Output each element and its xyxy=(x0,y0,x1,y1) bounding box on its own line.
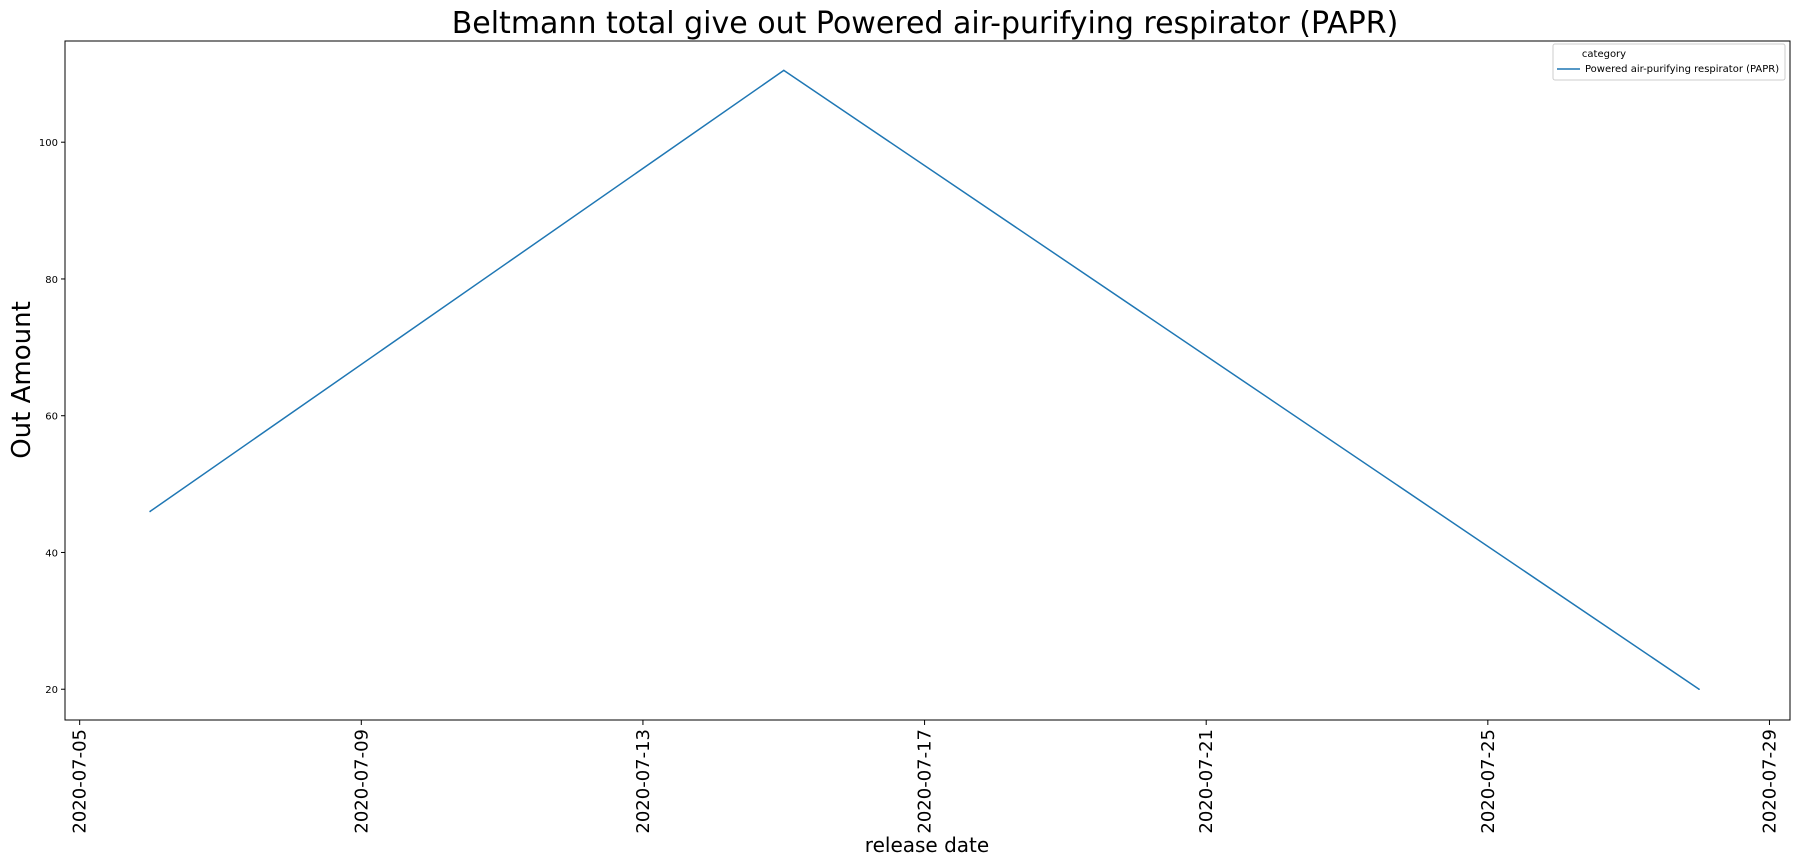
x-tick-label: 2020-07-21 xyxy=(1196,729,1217,834)
series-layer xyxy=(149,69,1700,691)
x-axis-label: release date xyxy=(865,833,989,857)
plot-area-frame xyxy=(64,40,1791,721)
data-point xyxy=(149,510,151,513)
legend-item-label: Powered air-purifying respirator (PAPR) xyxy=(1585,64,1779,75)
y-tick-label: 20 xyxy=(45,685,58,696)
y-axis: 20 40 60 80 100 xyxy=(39,138,65,696)
x-tick-label: 2020-07-13 xyxy=(633,729,654,834)
legend: category Powered air-purifying respirato… xyxy=(1552,43,1786,81)
x-tick-label: 2020-07-05 xyxy=(70,729,91,834)
data-point xyxy=(782,69,785,72)
x-tick-label: 2020-07-09 xyxy=(351,729,372,834)
x-axis: 2020-07-05 2020-07-09 2020-07-13 2020-07-17… xyxy=(70,720,1780,834)
x-tick-label: 2020-07-25 xyxy=(1478,729,1499,834)
y-tick-label: 40 xyxy=(45,548,58,559)
x-tick-label: 2020-07-29 xyxy=(1759,729,1780,834)
chart-title: Beltmann total give out Powered air-puri… xyxy=(452,6,1399,41)
y-axis-label: Out Amount xyxy=(7,301,37,459)
y-tick-label: 60 xyxy=(45,412,58,423)
legend-title: category xyxy=(1582,49,1626,60)
y-tick-label: 80 xyxy=(45,275,58,286)
y-tick-label: 100 xyxy=(39,138,58,149)
legend-box xyxy=(1552,43,1786,81)
data-point xyxy=(1698,688,1700,691)
x-tick-label: 2020-07-17 xyxy=(915,729,936,834)
